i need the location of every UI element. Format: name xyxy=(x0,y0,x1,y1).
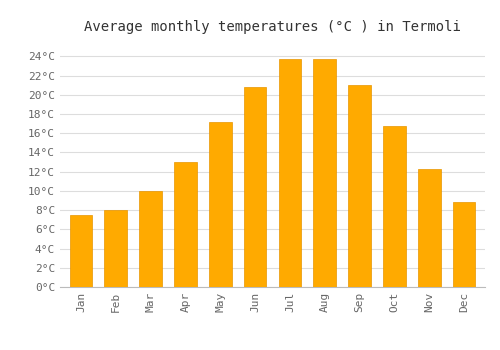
Bar xyxy=(140,191,162,287)
Bar xyxy=(383,126,406,287)
Bar xyxy=(174,162,197,287)
Bar xyxy=(314,59,336,287)
Title: Average monthly temperatures (°C ) in Termoli: Average monthly temperatures (°C ) in Te… xyxy=(84,20,461,34)
Bar xyxy=(348,85,371,287)
Bar xyxy=(70,215,92,287)
Bar xyxy=(104,210,127,287)
Bar xyxy=(418,169,440,287)
Bar xyxy=(278,59,301,287)
Bar xyxy=(209,122,232,287)
Bar xyxy=(244,87,266,287)
Bar xyxy=(453,202,475,287)
